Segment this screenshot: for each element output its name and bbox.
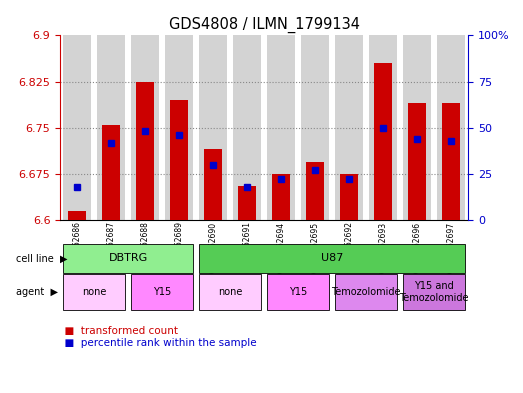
Bar	[437, 35, 465, 220]
Bar	[165, 35, 193, 220]
Bar	[442, 103, 460, 220]
Text: U87: U87	[321, 253, 343, 263]
Bar	[102, 125, 120, 220]
Bar	[403, 35, 431, 220]
Text: Y15: Y15	[289, 287, 307, 297]
Bar	[340, 174, 358, 220]
Bar	[68, 211, 86, 220]
Bar	[233, 35, 261, 220]
Text: ■  percentile rank within the sample: ■ percentile rank within the sample	[58, 338, 256, 348]
Bar	[97, 35, 125, 220]
Bar	[267, 35, 295, 220]
Bar	[170, 100, 188, 220]
Bar	[272, 174, 290, 220]
Bar	[131, 35, 159, 220]
Bar	[306, 162, 324, 220]
Bar	[199, 35, 227, 220]
Text: none: none	[82, 287, 106, 297]
Text: DBTRG: DBTRG	[108, 253, 148, 263]
Text: ■  transformed count: ■ transformed count	[58, 326, 177, 336]
Bar	[238, 186, 256, 220]
Bar	[204, 149, 222, 220]
Bar	[369, 35, 397, 220]
Bar	[63, 35, 91, 220]
Bar	[136, 81, 154, 220]
Bar	[408, 103, 426, 220]
Text: Y15 and
Temozolomide: Y15 and Temozolomide	[400, 281, 469, 303]
Text: cell line  ▶: cell line ▶	[16, 253, 67, 263]
Text: none: none	[218, 287, 242, 297]
Text: Temozolomide: Temozolomide	[332, 287, 401, 297]
Text: agent  ▶: agent ▶	[16, 287, 58, 297]
Title: GDS4808 / ILMN_1799134: GDS4808 / ILMN_1799134	[168, 17, 360, 33]
Bar	[301, 35, 329, 220]
Bar	[335, 35, 363, 220]
Bar	[374, 63, 392, 220]
Text: Y15: Y15	[153, 287, 171, 297]
